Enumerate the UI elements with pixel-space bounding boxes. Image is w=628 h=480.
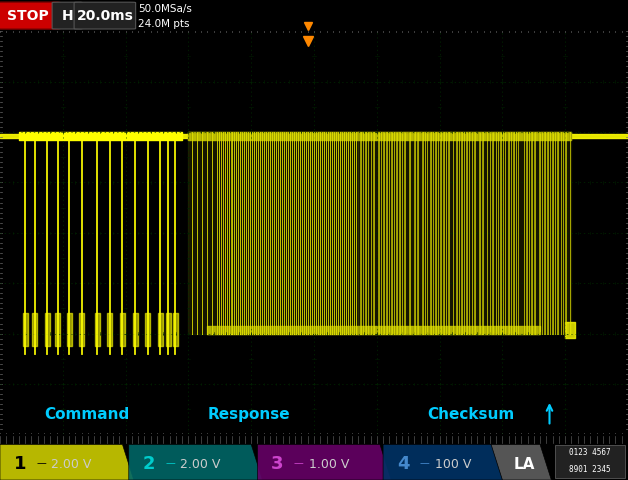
Text: 50.0MSa/s: 50.0MSa/s: [138, 4, 192, 14]
Text: 20.0ms: 20.0ms: [77, 9, 133, 23]
Text: 1: 1: [14, 455, 26, 473]
Text: 2: 2: [143, 455, 155, 473]
Text: 8901 2345: 8901 2345: [569, 466, 610, 474]
FancyBboxPatch shape: [52, 2, 82, 29]
Text: STOP: STOP: [7, 9, 48, 23]
Text: 0123 4567: 0123 4567: [569, 448, 610, 457]
Text: —: —: [165, 457, 175, 468]
Text: —: —: [420, 457, 430, 468]
Bar: [555, 445, 625, 478]
Polygon shape: [491, 444, 551, 480]
Text: 4: 4: [397, 455, 409, 473]
FancyBboxPatch shape: [74, 2, 136, 29]
Text: Response: Response: [207, 408, 290, 422]
Text: Command: Command: [44, 408, 129, 422]
Polygon shape: [129, 444, 263, 480]
Text: 100 V: 100 V: [435, 457, 471, 470]
Text: 3: 3: [271, 455, 284, 473]
Text: 2.00 V: 2.00 V: [180, 457, 220, 470]
Text: —: —: [294, 457, 304, 468]
Polygon shape: [0, 444, 134, 480]
Text: 24.0M pts: 24.0M pts: [138, 19, 190, 29]
Text: —: —: [36, 457, 46, 468]
FancyBboxPatch shape: [0, 2, 60, 29]
Text: 2.00 V: 2.00 V: [51, 457, 92, 470]
Polygon shape: [257, 444, 391, 480]
Text: 1.00 V: 1.00 V: [309, 457, 349, 470]
Text: LA: LA: [514, 456, 535, 471]
Text: Checksum: Checksum: [427, 408, 514, 422]
Polygon shape: [383, 444, 504, 480]
Text: H: H: [62, 9, 73, 23]
